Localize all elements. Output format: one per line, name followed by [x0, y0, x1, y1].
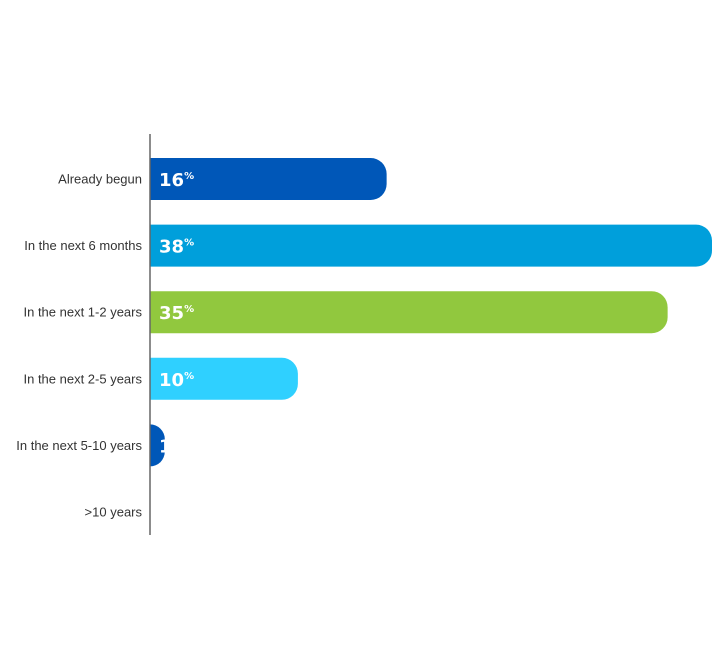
value-label: 10%: [159, 370, 194, 391]
value-label: 1%: [159, 436, 182, 457]
value-label: 38%: [159, 237, 194, 258]
category-label: In the next 5-10 years: [16, 438, 142, 453]
bar: [150, 357, 298, 400]
bars-group: [150, 158, 712, 467]
value-labels-group: 16% 38% 35% 10% 1%: [159, 170, 194, 457]
category-labels-group: Already begun In the next 6 months In the …: [16, 172, 142, 520]
category-label: Already begun: [58, 172, 142, 187]
bar: [150, 158, 387, 200]
category-label: In the next 2-5 years: [23, 371, 142, 386]
bar: [150, 291, 668, 334]
value-label: 16%: [159, 170, 194, 191]
category-label: In the next 1-2 years: [23, 305, 142, 320]
category-label: In the next 6 months: [24, 238, 142, 253]
value-label: 35%: [159, 303, 194, 324]
bar: [150, 224, 712, 267]
bar: [150, 424, 165, 467]
category-label: >10 years: [85, 505, 143, 520]
